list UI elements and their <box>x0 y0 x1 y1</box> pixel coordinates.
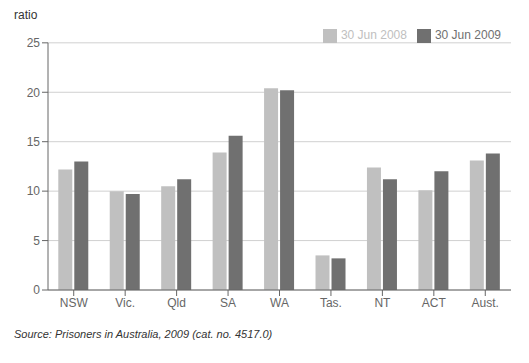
svg-text:Aust.: Aust. <box>472 296 499 310</box>
svg-text:ACT: ACT <box>422 296 447 310</box>
svg-text:10: 10 <box>27 184 41 198</box>
svg-text:5: 5 <box>33 234 40 248</box>
svg-text:15: 15 <box>27 135 41 149</box>
svg-text:SA: SA <box>220 296 236 310</box>
svg-text:25: 25 <box>27 36 41 50</box>
svg-text:0: 0 <box>33 283 40 297</box>
svg-text:20: 20 <box>27 86 41 100</box>
svg-text:NSW: NSW <box>60 296 89 310</box>
html-text:30 Jun 2008: 30 Jun 2008 <box>340 28 407 42</box>
svg-text:Vic.: Vic. <box>115 296 135 310</box>
svg-text:Qld: Qld <box>167 296 186 310</box>
html-text:Source: Prisoners in Australia: Source: Prisoners in Australia, 2009 (ca… <box>14 328 273 340</box>
svg-text:Tas.: Tas. <box>320 296 342 310</box>
html-text:ratio: ratio <box>14 8 38 22</box>
svg-text:WA: WA <box>270 296 289 310</box>
html-text:30 Jun 2009: 30 Jun 2009 <box>434 28 501 42</box>
svg-text:NT: NT <box>374 296 391 310</box>
